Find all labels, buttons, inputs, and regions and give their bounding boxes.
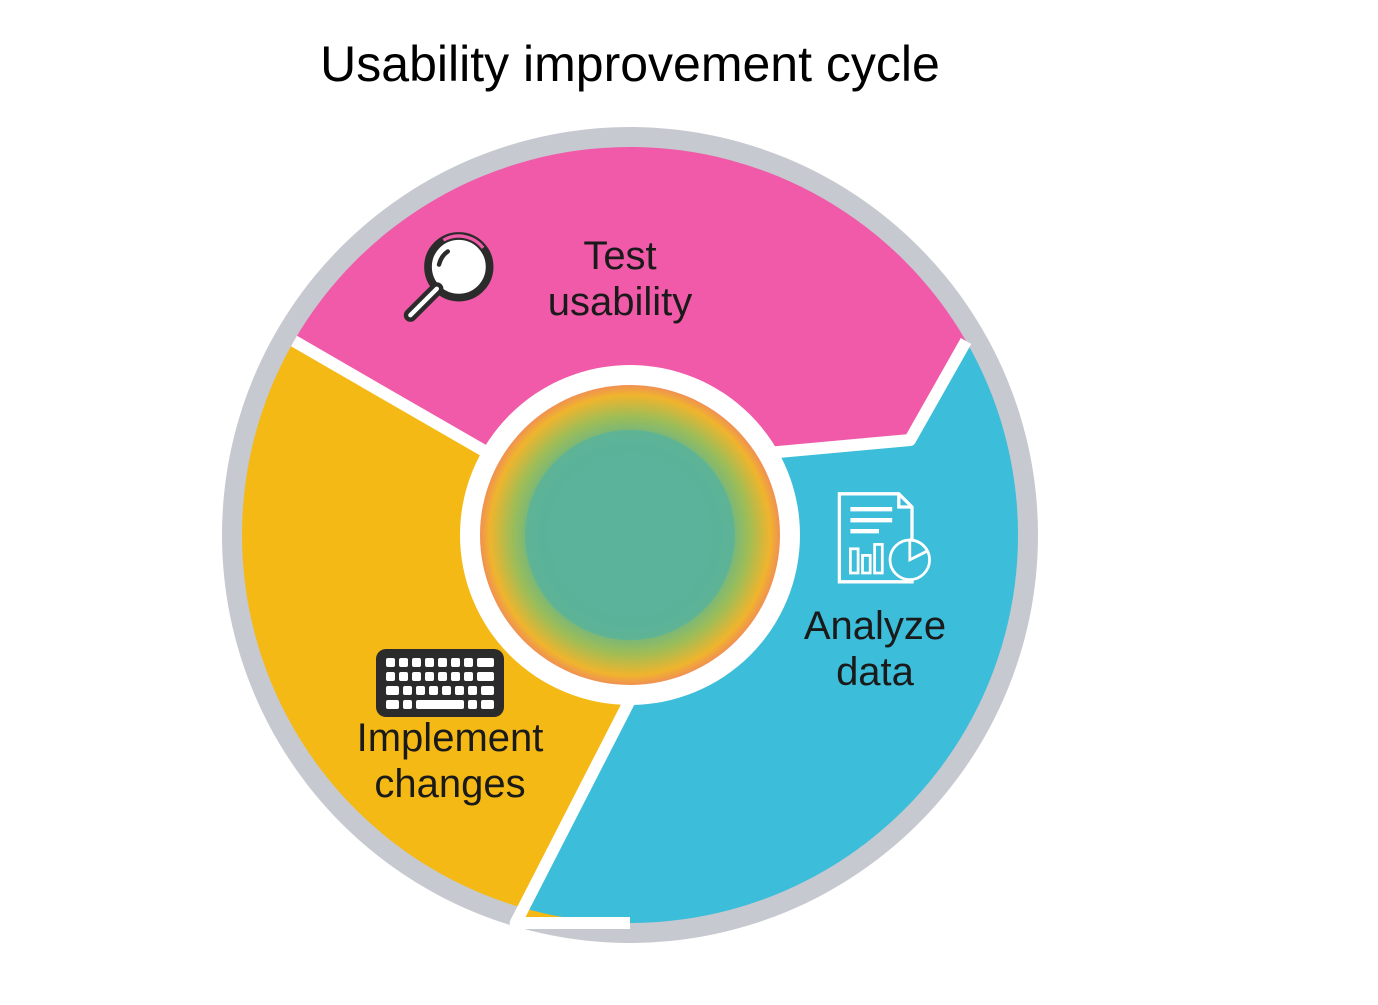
label-implement: Implement changes	[335, 715, 565, 807]
label-implement-line2: changes	[335, 761, 565, 807]
magnifier-icon	[395, 225, 505, 340]
label-implement-line1: Implement	[335, 715, 565, 761]
cycle-diagram: Test usability Analyze data	[210, 115, 1050, 955]
label-test-line1: Test	[520, 233, 720, 279]
center-inner	[525, 430, 735, 640]
page-title: Usability improvement cycle	[0, 35, 1260, 93]
label-analyze-line1: Analyze	[770, 603, 980, 649]
report-icon	[824, 485, 934, 600]
label-test: Test usability	[520, 233, 720, 325]
label-analyze: Analyze data	[770, 603, 980, 695]
label-test-line2: usability	[520, 279, 720, 325]
label-analyze-line2: data	[770, 649, 980, 695]
